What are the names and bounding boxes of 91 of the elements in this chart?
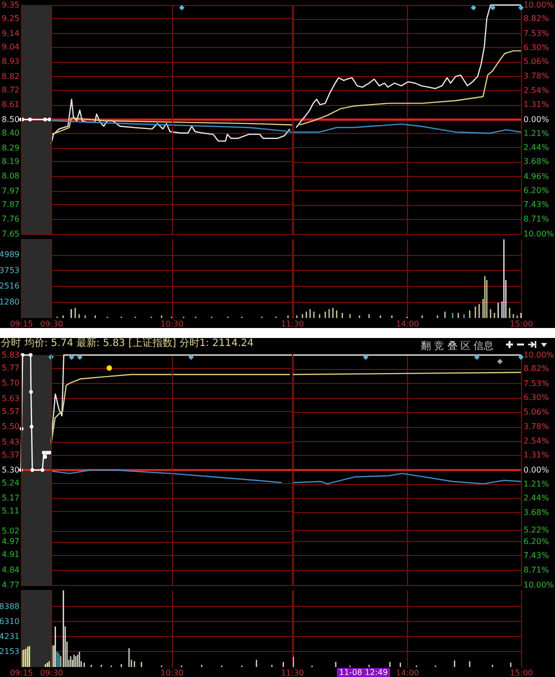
y-tick-label: 8388 (0, 602, 20, 611)
y-tick-label: 8.61 (2, 100, 20, 110)
chart-title: 分时 均价: 5.74 最新: 5.83 [上证指数] 分时1: 2114.24 (1, 337, 254, 349)
y2-tick-label: 7.43% (524, 550, 550, 560)
text: 翻 竞 叠 区 信息 (421, 341, 494, 352)
y-tick-label: 5.43 (2, 437, 20, 446)
y-tick-label: 5.30 (2, 466, 20, 474)
y2-tick-label: 10.00% (524, 230, 554, 238)
y-tick-label: 8.40 (2, 128, 20, 138)
y-tick-label: 5.24 (2, 478, 20, 488)
y-tick-label: 5.17 (2, 494, 20, 503)
y-tick-label: 5.83 (2, 350, 20, 360)
y-tick-label: 3753 (0, 266, 20, 275)
y2-tick-label: 10.00% (524, 0, 554, 10)
y-tick-label: 8.82 (2, 72, 20, 81)
x-tick-label: 09:30 (40, 668, 64, 677)
y2-tick-label: 3.78% (524, 422, 550, 432)
y2-tick-label: 5.22% (524, 526, 550, 535)
y-tick-label: 5.11 (2, 506, 20, 516)
x-tick-label: 09:15 (10, 668, 34, 677)
y-tick-label: 4989 (0, 250, 20, 260)
x-tick-label: 11:30 (280, 320, 304, 328)
y2-tick-label: 7.43% (524, 200, 550, 210)
y-tick-label: 7.87 (2, 200, 20, 209)
y-tick-label: 5.02 (2, 526, 20, 536)
y2-tick-label: 5.06% (524, 407, 550, 416)
y-tick-label: 5.57 (2, 406, 20, 416)
y2-tick-label: 7.53% (524, 378, 550, 388)
x-tick-label: 14:00 (396, 320, 420, 328)
y-tick-label: 7.76 (2, 214, 20, 224)
y-tick-label: 8.93 (2, 57, 20, 66)
y-tick-label: 8.29 (2, 143, 20, 152)
y2-tick-label: 2.54% (524, 436, 550, 446)
y-tick-label: 9.04 (2, 42, 20, 52)
y-tick-label: 8.72 (2, 85, 20, 94)
y2-tick-label: 10.00% (524, 350, 554, 360)
y2-tick-label: 1.31% (524, 100, 550, 109)
y2-tick-label: 10.00% (524, 580, 554, 590)
y2-tick-label: 6.30% (524, 393, 550, 402)
x-tick-label: 10:30 (160, 668, 184, 677)
y-tick-label: 4.91 (2, 550, 20, 560)
y2-tick-label: 3.68% (524, 157, 550, 166)
x-tick-label: 15:00 (510, 668, 534, 677)
y-tick-label: 4.97 (2, 537, 20, 546)
y2-tick-label: 1.31% (524, 450, 550, 460)
y2-tick-label: 8.82% (524, 14, 550, 24)
y2-tick-label: 2.54% (524, 86, 550, 95)
x-tick-label: 14:00 (396, 668, 420, 677)
y2-tick-label: 2.44% (524, 494, 550, 503)
x-tick-label: 15:00 (510, 320, 534, 328)
y-tick-label: 9.25 (2, 14, 20, 23)
y-tick-label: 7.65 (2, 230, 20, 238)
y-tick-label: 7.97 (2, 186, 20, 196)
y2-tick-label: 3.68% (524, 508, 550, 517)
y2-tick-label: 5.06% (524, 57, 550, 66)
y-tick-label: 9.35 (2, 0, 20, 10)
y-tick-label: 4231 (0, 632, 20, 641)
y2-tick-label: 8.71% (524, 214, 550, 224)
y2-tick-label: 8.71% (524, 566, 550, 575)
x-tick-label: 09:30 (40, 320, 64, 328)
y-tick-label: 6310 (0, 616, 20, 626)
y-tick-label: 8.50 (2, 115, 20, 124)
y2-tick-label: 6.20% (524, 186, 550, 195)
y2-tick-label: 1.21% (524, 479, 550, 488)
y2-tick-label: 0.00% (524, 115, 550, 124)
y-tick-label: 5.37 (2, 450, 20, 460)
y-tick-label: 1280 (0, 297, 20, 306)
y-tick-label: 2516 (0, 282, 20, 291)
y-tick-label: 4.77 (2, 580, 20, 590)
y-tick-label: 4.84 (2, 565, 20, 574)
y-tick-label: 5.63 (2, 394, 20, 403)
y2-tick-label: 1.21% (524, 128, 550, 138)
y2-tick-label: 8.82% (524, 364, 550, 374)
y2-tick-label: 4.96% (524, 172, 550, 181)
y-tick-label: 9.14 (2, 28, 20, 38)
y-tick-label: 5.70 (2, 378, 20, 388)
y-tick-label: 5.50 (2, 422, 20, 432)
y2-tick-label: 2.44% (524, 142, 550, 152)
x-tick-label: 09:15 (10, 320, 34, 328)
y-tick-label: 2153 (0, 646, 20, 656)
y-tick-label: 5.77 (2, 364, 20, 373)
x-tick-label: 10:30 (160, 320, 184, 328)
y2-tick-label: 7.53% (524, 28, 550, 38)
y2-tick-label: 6.30% (524, 42, 550, 52)
y2-tick-label: 6.20% (524, 536, 550, 546)
x-tick-label: 11:30 (280, 668, 304, 677)
y2-tick-label: 0.00% (524, 466, 550, 474)
y-tick-label: 8.08 (2, 172, 20, 181)
y2-tick-label: 3.78% (524, 72, 550, 81)
y-tick-label: 8.19 (2, 156, 20, 166)
text: 11-08 12:49 (337, 668, 390, 677)
